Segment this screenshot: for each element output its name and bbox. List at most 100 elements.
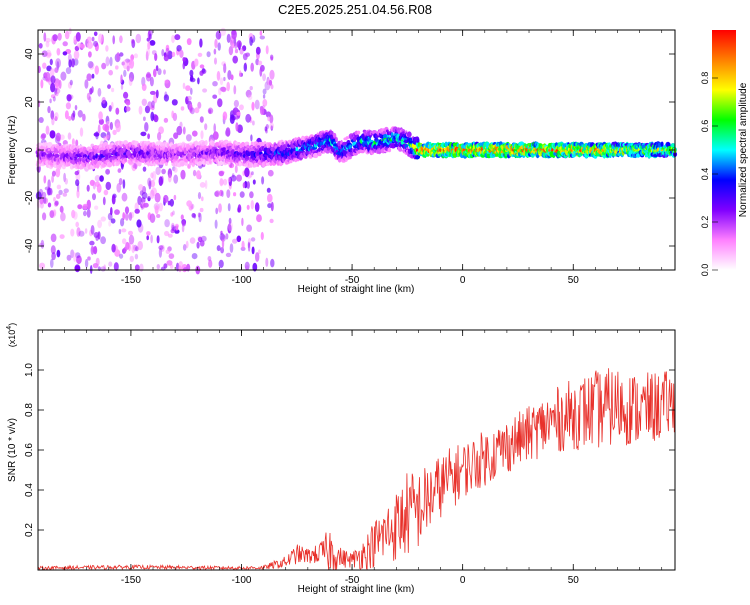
spectrogram-cell xyxy=(192,169,197,177)
spectrogram-cell xyxy=(118,178,123,185)
spectrogram-cell xyxy=(68,116,72,121)
spectrogram-y-ticks: -40 -20 0 20 40 xyxy=(24,48,675,253)
colorbar: 0.0 0.2 0.4 0.6 0.8 Normalized spectral ampl… xyxy=(700,30,749,276)
spectrogram-cell xyxy=(135,33,142,44)
spectrogram-cell xyxy=(78,230,85,237)
spectrogram-cell xyxy=(115,65,119,70)
spectrogram-cell xyxy=(191,213,196,218)
spectrogram-cell xyxy=(233,192,237,197)
spectrogram-cell xyxy=(94,65,100,75)
spectrogram-cell xyxy=(215,30,222,40)
spectrogram-cell xyxy=(87,61,94,69)
spectrogram-cell xyxy=(69,79,73,86)
spectrogram-cell xyxy=(45,41,50,48)
spectrogram-ytick-label: -40 xyxy=(24,238,35,253)
spectrogram-cell xyxy=(268,79,273,86)
spectrogram-cell xyxy=(131,39,136,49)
spectrogram-cell xyxy=(208,158,212,164)
spectrogram-cell xyxy=(49,68,55,77)
spectrogram-cell xyxy=(246,224,253,232)
spectrogram-cell xyxy=(54,112,59,120)
spectrogram-cell xyxy=(64,178,69,185)
spectrogram-cell xyxy=(66,94,72,102)
spectrogram-cell xyxy=(80,43,85,49)
spectrogram-cell xyxy=(115,107,120,115)
spectrogram-cell xyxy=(75,221,79,228)
spectrogram-cell xyxy=(149,76,154,87)
spectrogram-cell xyxy=(73,252,77,262)
spectrogram-cell xyxy=(77,110,83,118)
spectrogram-cell xyxy=(68,59,72,68)
spectrogram-cell xyxy=(50,233,57,243)
spectrogram-cell xyxy=(115,122,121,133)
spectrogram-cell xyxy=(190,75,194,82)
spectrogram-cell xyxy=(94,205,99,210)
spectrogram-cell xyxy=(154,205,159,215)
spectrogram-cell xyxy=(47,187,53,196)
spectrogram-cell xyxy=(119,35,123,44)
spectrogram-cell xyxy=(141,192,148,199)
spectrogram-cell xyxy=(49,210,55,219)
spectrogram-cell xyxy=(58,189,63,195)
spectrogram-cell xyxy=(317,152,322,157)
spectrogram-cell xyxy=(258,249,261,255)
spectrogram-cell xyxy=(223,178,228,186)
spectrogram-cell xyxy=(208,259,213,268)
spectrogram-cell xyxy=(62,41,68,47)
snr-plot-area xyxy=(38,330,675,570)
spectrogram-cell xyxy=(40,239,45,249)
spectrogram-cell xyxy=(144,122,149,132)
spectrogram-xtick-label: 50 xyxy=(568,275,580,286)
spectrogram-cell xyxy=(120,84,124,90)
snr-ytick-label: 0.2 xyxy=(24,523,35,537)
spectrogram-cell xyxy=(51,252,56,261)
spectrogram-cell xyxy=(250,62,254,72)
spectrogram-cell xyxy=(207,107,214,115)
spectrogram-cell xyxy=(71,209,76,219)
spectrogram-cell xyxy=(204,179,208,190)
spectrogram-cell xyxy=(150,172,154,179)
spectrogram-xtick-label: -150 xyxy=(121,275,141,286)
spectrogram-cell xyxy=(164,162,168,167)
spectrogram-cell xyxy=(86,92,91,101)
spectrogram-cell xyxy=(87,41,93,49)
spectrogram-cell xyxy=(118,229,122,235)
spectrogram-cell xyxy=(189,107,195,115)
colorbar-gradient xyxy=(712,30,736,270)
spectrogram-cell xyxy=(76,255,82,265)
spectrogram-cell xyxy=(164,79,169,84)
spectrogram-cell xyxy=(198,161,203,165)
spectrogram-cell xyxy=(146,193,153,198)
spectrogram-cell xyxy=(270,258,275,268)
spectrogram-cell xyxy=(132,164,137,169)
spectrogram-cell xyxy=(169,198,174,207)
spectrogram-cell xyxy=(63,188,69,193)
spectrogram-cell xyxy=(220,27,227,36)
spectrogram-cell xyxy=(67,81,73,89)
spectrogram-cell xyxy=(203,145,208,150)
spectrogram-cell xyxy=(245,52,251,57)
spectrogram-cell xyxy=(83,210,87,217)
spectrogram-cell xyxy=(189,69,194,77)
spectrogram-cell xyxy=(227,221,233,232)
spectrogram-cell xyxy=(128,71,135,82)
spectrogram-cell xyxy=(239,104,244,111)
spectrogram-cell xyxy=(179,49,184,59)
spectrogram-cell xyxy=(155,89,159,99)
spectrogram-cell xyxy=(262,73,266,82)
spectrogram-cell xyxy=(231,149,235,154)
spectrogram-cell xyxy=(55,91,59,97)
spectrogram-cell xyxy=(394,143,399,148)
spectrogram-cell xyxy=(250,237,256,242)
spectrogram-cell xyxy=(200,130,204,140)
snr-x-ticks: -150 -100 -50 0 50 xyxy=(42,330,663,586)
spectrogram-cell xyxy=(185,240,189,249)
spectrogram-cell xyxy=(181,220,186,227)
spectrogram-cell xyxy=(225,233,229,240)
spectrogram-cell xyxy=(186,200,193,207)
spectrogram-cell xyxy=(171,99,178,106)
spectrogram-cell xyxy=(47,141,53,148)
spectrogram-cell xyxy=(260,231,264,241)
spectrogram-cell xyxy=(143,202,149,208)
